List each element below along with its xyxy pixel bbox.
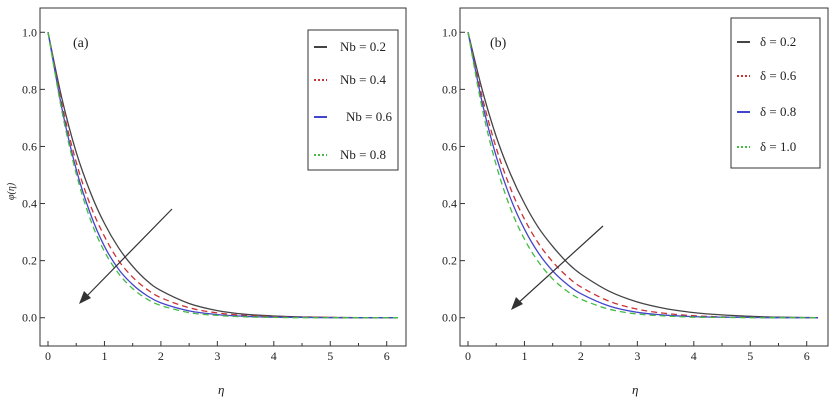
y-tick-label: 0.8 (442, 82, 457, 96)
panel-b: 0 1 2 3 4 5 6 0.0 0.2 0.4 0.6 0.8 1.0 (b) η δ = 0.2 … (442, 7, 829, 397)
series-line-b-3 (467, 32, 818, 319)
legend-item-d08: δ = 0.8 (737, 104, 796, 119)
x-tick-label: 0 (465, 349, 471, 363)
y-axis-label-a: φ(η) (6, 182, 17, 200)
y-tick-label: 0.0 (22, 311, 37, 325)
x-tick-label: 2 (578, 349, 584, 363)
y-tick-label: 0.8 (22, 82, 37, 96)
legend-item-nb02: Nb = 0.2 (314, 39, 386, 54)
x-tick-label: 4 (271, 349, 277, 363)
legend-item-nb06: Nb = 0.6 (314, 109, 392, 124)
y-tick-label: 0.4 (442, 197, 457, 211)
legend-item-nb08: Nb = 0.8 (314, 147, 386, 162)
y-tick-label: 0.2 (442, 254, 457, 268)
legend-a: Nb = 0.2 Nb = 0.4 Nb = 0.6 Nb = 0.8 (307, 29, 399, 171)
curves (47, 32, 399, 319)
legend-box-a (307, 29, 399, 171)
y-tick-label: 1.0 (442, 25, 457, 39)
legend-label-nb08: Nb = 0.8 (340, 147, 386, 162)
panel-a: 0 1 2 3 4 5 6 0.0 0.2 0.4 0.6 0.8 1.0 (a) η φ(η) Nb … (6, 7, 407, 397)
legend-label-nb06: Nb = 0.6 (346, 109, 392, 124)
x-tick-label: 0 (45, 349, 51, 363)
plot-frame (459, 7, 829, 347)
x-axis-label-b: η (632, 382, 638, 397)
legend-item-d02: δ = 0.2 (737, 34, 796, 49)
x-tick-label: 1 (101, 349, 107, 363)
y-tick-label: 0.0 (442, 311, 457, 325)
annotation-arrow-b (511, 225, 604, 310)
legend-label-d06: δ = 0.6 (760, 68, 797, 83)
axis-ticks: 0 1 2 3 4 5 6 0.0 0.2 0.4 0.6 0.8 1.0 (22, 25, 390, 363)
annotation-arrow-a (79, 208, 173, 304)
series-line-b-1 (467, 32, 819, 319)
x-tick-label: 5 (327, 349, 333, 363)
x-tick-label: 4 (691, 349, 697, 363)
x-tick-label: 3 (214, 349, 220, 363)
x-tick-label: 5 (747, 349, 753, 363)
x-tick-label: 6 (804, 349, 810, 363)
series-line-a-1 (47, 32, 399, 319)
legend-item-nb04: Nb = 0.4 (314, 72, 386, 87)
legend-label-nb04: Nb = 0.4 (340, 72, 386, 87)
legend-item-d06: δ = 0.6 (737, 68, 797, 83)
axis-ticks: 0 1 2 3 4 5 6 0.0 0.2 0.4 0.6 0.8 1.0 (442, 25, 810, 363)
curves (467, 32, 819, 319)
x-tick-label: 3 (634, 349, 640, 363)
x-tick-label: 1 (521, 349, 527, 363)
x-axis-label-a: η (218, 382, 224, 397)
series-line-b-0 (467, 32, 819, 319)
y-tick-label: 1.0 (22, 25, 37, 39)
x-tick-label: 6 (384, 349, 390, 363)
panel-label-b: (b) (490, 36, 507, 51)
panel-label-a: (a) (73, 36, 89, 51)
plot-frame (39, 7, 407, 347)
legend-label-d02: δ = 0.2 (760, 34, 796, 49)
y-tick-label: 0.6 (22, 139, 37, 153)
legend-label-d10: δ = 1.0 (760, 139, 796, 154)
legend-label-nb02: Nb = 0.2 (340, 39, 386, 54)
legend-item-d10: δ = 1.0 (737, 139, 796, 154)
series-line-a-2 (47, 32, 398, 319)
legend-b: δ = 0.2 δ = 0.6 δ = 0.8 δ = 1.0 (730, 17, 821, 169)
y-tick-label: 0.2 (22, 254, 37, 268)
y-tick-label: 0.6 (442, 139, 457, 153)
x-tick-label: 2 (158, 349, 164, 363)
y-tick-label: 0.4 (22, 197, 37, 211)
legend-label-d08: δ = 0.8 (760, 104, 796, 119)
